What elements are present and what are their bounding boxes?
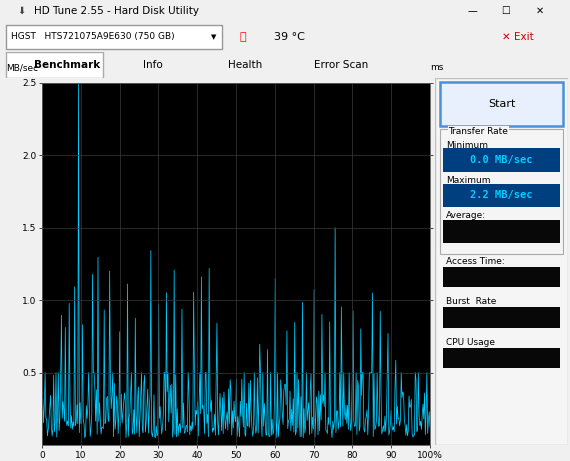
Text: —: — bbox=[467, 6, 477, 16]
Bar bbox=[440, 130, 563, 254]
Text: Burst  Rate: Burst Rate bbox=[446, 297, 496, 307]
Text: 0.0 MB/sec: 0.0 MB/sec bbox=[470, 155, 533, 165]
Bar bbox=[6, 52, 103, 78]
Bar bbox=[443, 148, 560, 171]
Text: MB/sec: MB/sec bbox=[6, 63, 38, 72]
Text: Health: Health bbox=[228, 60, 262, 70]
Text: Maximum: Maximum bbox=[446, 176, 490, 185]
Text: ✕ Exit: ✕ Exit bbox=[502, 32, 534, 42]
Bar bbox=[6, 25, 222, 49]
Text: 2.2 MB/sec: 2.2 MB/sec bbox=[470, 190, 533, 201]
Text: Benchmark: Benchmark bbox=[34, 60, 100, 70]
Text: Transfer Rate: Transfer Rate bbox=[448, 127, 508, 136]
Text: Info: Info bbox=[142, 60, 162, 70]
Text: ☐: ☐ bbox=[502, 6, 510, 16]
Text: Average:: Average: bbox=[446, 211, 486, 220]
Bar bbox=[443, 184, 560, 207]
Text: HD Tune 2.55 - Hard Disk Utility: HD Tune 2.55 - Hard Disk Utility bbox=[34, 6, 199, 16]
Text: Access Time:: Access Time: bbox=[446, 257, 504, 266]
Text: ✕: ✕ bbox=[536, 6, 544, 16]
Bar bbox=[443, 307, 560, 328]
Bar bbox=[443, 348, 560, 368]
FancyBboxPatch shape bbox=[440, 82, 563, 126]
Text: CPU Usage: CPU Usage bbox=[446, 338, 495, 347]
Text: ⬇: ⬇ bbox=[17, 6, 25, 16]
Text: 🌡: 🌡 bbox=[239, 32, 246, 42]
Text: Minimum: Minimum bbox=[446, 142, 488, 150]
Text: Start: Start bbox=[488, 99, 515, 109]
Bar bbox=[443, 220, 560, 243]
Bar bbox=[443, 267, 560, 287]
Text: HGST   HTS721075A9E630 (750 GB): HGST HTS721075A9E630 (750 GB) bbox=[11, 32, 175, 41]
Text: ms: ms bbox=[430, 63, 443, 72]
Text: ▼: ▼ bbox=[211, 34, 216, 40]
Text: Error Scan: Error Scan bbox=[314, 60, 368, 70]
Text: 39 °C: 39 °C bbox=[274, 32, 304, 42]
